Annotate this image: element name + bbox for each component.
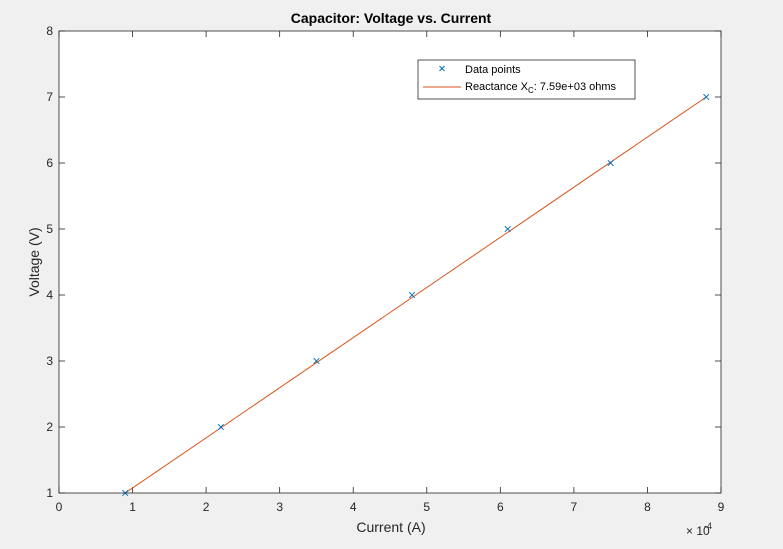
- y-tick-label: 7: [46, 90, 53, 104]
- x-tick-label: 4: [350, 500, 357, 514]
- legend-label-data-points: Data points: [465, 64, 521, 76]
- x-tick-label: 5: [423, 500, 430, 514]
- y-tick-label: 2: [46, 420, 53, 434]
- x-tick-label: 6: [497, 500, 504, 514]
- y-tick-label: 5: [46, 222, 53, 236]
- x-tick-label: 9: [718, 500, 725, 514]
- legend-reactance-subscript: C: [528, 86, 534, 95]
- data-point-stroke: [703, 93, 710, 101]
- data-point: [408, 291, 416, 299]
- axes-background: [59, 31, 721, 493]
- x-exponent-power: -4: [704, 521, 712, 531]
- data-point: [217, 423, 224, 431]
- x-tick-label: 0: [56, 500, 63, 514]
- data-point-stroke: [313, 357, 320, 365]
- y-tick-label: 6: [46, 156, 53, 170]
- data-point: [703, 93, 710, 101]
- x-exponent: × 10 -4: [686, 521, 712, 538]
- legend-marker-x-icon: [439, 65, 445, 72]
- ticks: [58, 30, 722, 494]
- y-tick-label: 1: [46, 486, 53, 500]
- data-point: [607, 159, 614, 167]
- plot-area: [122, 93, 710, 497]
- reactance-fit-line: [124, 96, 707, 494]
- legend-reactance-name: Reactance X: [465, 81, 529, 93]
- x-tick-label: 7: [571, 500, 578, 514]
- y-axis-label: Voltage (V): [26, 227, 42, 296]
- legend: Data points Reactance XC: 7.59e+03 ohms: [417, 59, 636, 100]
- x-tick-label: 2: [203, 500, 210, 514]
- x-tick-label: 3: [276, 500, 283, 514]
- y-tick-label: 8: [46, 24, 53, 38]
- y-tick-label: 4: [46, 288, 53, 302]
- x-axis-label: Current (A): [356, 519, 425, 535]
- x-tick-label: 8: [644, 500, 651, 514]
- axes-box: [58, 30, 722, 494]
- data-point: [504, 225, 511, 233]
- chart-title: Capacitor: Voltage vs. Current: [291, 10, 492, 26]
- data-point: [313, 357, 320, 365]
- data-point-stroke: [607, 159, 614, 167]
- legend-reactance-suffix: : 7.59e+03 ohms: [534, 81, 617, 93]
- x-tick-label: 1: [129, 500, 136, 514]
- data-point-stroke: [504, 225, 511, 233]
- legend-box: [417, 59, 636, 100]
- data-point-stroke: [217, 423, 224, 431]
- y-tick-label: 3: [46, 354, 53, 368]
- x-exponent-base: × 10: [686, 524, 710, 538]
- data-point-stroke: [408, 291, 416, 299]
- legend-label-reactance: Reactance XC: 7.59e+03 ohms: [465, 81, 617, 95]
